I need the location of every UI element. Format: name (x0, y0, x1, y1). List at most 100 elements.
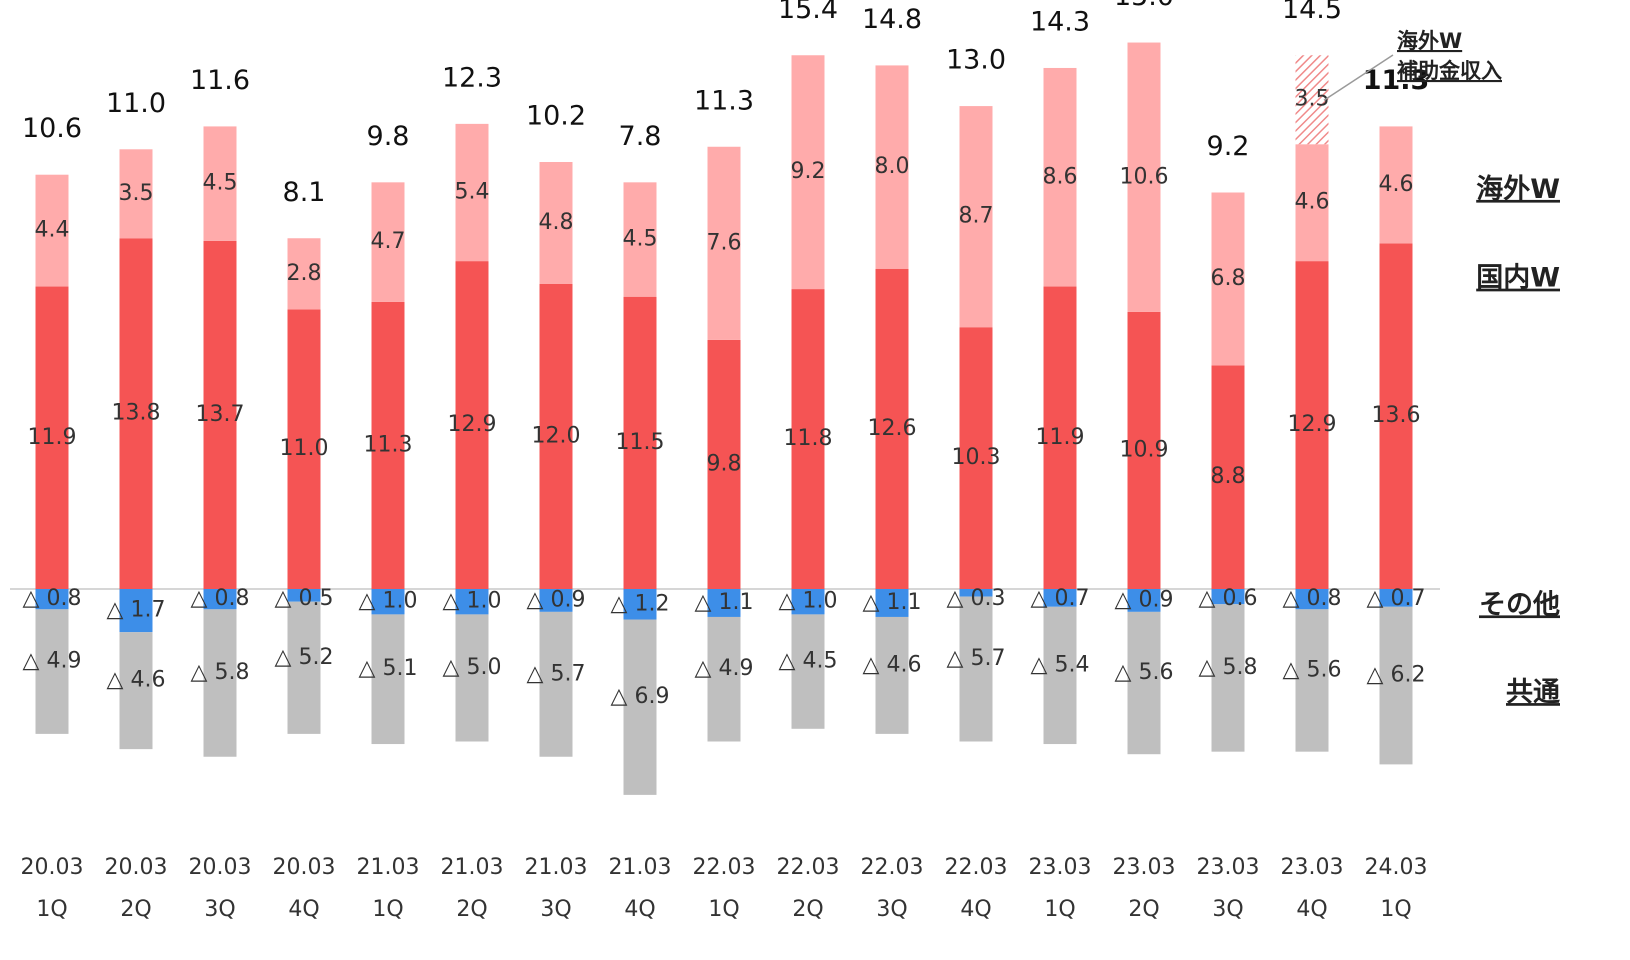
bar-segment (1295, 261, 1329, 589)
bar-segment (1379, 243, 1413, 590)
bar-segment (1127, 311, 1161, 589)
segment-label: △ 0.7 (1367, 586, 1426, 611)
segment-label: 11.9 (28, 425, 77, 450)
bar-segment (1127, 42, 1161, 312)
total-label: 8.1 (283, 177, 326, 208)
segment-label: △ 0.9 (1115, 587, 1174, 612)
total-label: 14.5 (1282, 0, 1342, 25)
total-label: 11.6 (190, 65, 250, 96)
segment-label: △ 4.9 (23, 649, 82, 674)
segment-label: △ 1.2 (611, 591, 670, 616)
segment-label: 4.5 (623, 227, 658, 252)
segment-label: 13.8 (112, 401, 161, 426)
segment-label: 6.8 (1211, 266, 1246, 291)
x-tick-label: 3Q (540, 897, 571, 922)
x-tick-label: 3Q (204, 897, 235, 922)
bar-segment (35, 286, 69, 589)
bar-segment (707, 339, 741, 589)
bar-segment (875, 616, 909, 734)
x-tick-label: 23.03 (1113, 855, 1176, 880)
x-tick-label: 20.03 (273, 855, 336, 880)
bar-segment (1043, 606, 1077, 745)
x-tick-label: 2Q (456, 897, 487, 922)
x-tick-label: 23.03 (1029, 855, 1092, 880)
bar-segment (1379, 126, 1413, 244)
bar-segment (1379, 606, 1413, 765)
segment-label: 7.6 (707, 230, 742, 255)
bar-segment (1379, 589, 1413, 607)
bar-segment (35, 174, 69, 287)
segment-label: △ 0.8 (23, 586, 82, 611)
bar-segment (35, 589, 69, 610)
segment-label: △ 4.5 (779, 649, 838, 674)
x-tick-label: 1Q (1044, 897, 1075, 922)
segment-label: 13.7 (196, 402, 245, 427)
annotation-leader-line (1323, 54, 1394, 101)
x-tick-label: 20.03 (21, 855, 84, 880)
segment-label: 8.7 (959, 204, 994, 229)
bar-segment (203, 589, 237, 610)
segment-label: △ 5.6 (1283, 658, 1342, 683)
segment-label: △ 1.0 (779, 589, 838, 614)
total-label: 14.8 (862, 4, 922, 35)
bar-segment (1295, 55, 1329, 145)
bar-segment (791, 589, 825, 615)
annotation-label: 海外W (1397, 29, 1462, 53)
x-tick-label: 23.03 (1281, 855, 1344, 880)
segment-label: △ 0.8 (1283, 586, 1342, 611)
bar-segment (539, 589, 573, 612)
segment-label: △ 5.8 (191, 660, 250, 685)
segment-label: △ 0.8 (191, 586, 250, 611)
bar-segment (371, 589, 405, 615)
total-label: 11.3 (694, 85, 754, 116)
bar-segment (287, 589, 321, 602)
segment-label: △ 0.9 (527, 587, 586, 612)
segment-label: 9.8 (707, 451, 742, 476)
total-label: 13.0 (946, 45, 1006, 76)
total-label: 11.0 (106, 88, 166, 119)
x-tick-label: 21.03 (525, 855, 588, 880)
segment-label: △ 0.5 (275, 586, 334, 611)
segment-label: △ 1.7 (107, 598, 166, 623)
segment-label: △ 6.9 (611, 684, 670, 709)
segment-label: △ 4.6 (107, 668, 166, 693)
segment-label: 12.6 (868, 416, 917, 441)
segment-label: △ 6.2 (1367, 663, 1426, 688)
segment-label: 4.6 (1295, 190, 1330, 215)
segment-label: 8.0 (875, 154, 910, 179)
bar-segment (1043, 589, 1077, 607)
segment-label: △ 5.4 (1031, 652, 1090, 677)
bar-segment (623, 619, 657, 795)
bar-segment (539, 284, 573, 589)
segment-label: △ 5.6 (1115, 660, 1174, 685)
bar-segment (623, 182, 657, 297)
segment-label: △ 1.0 (443, 589, 502, 614)
bar-segment (791, 614, 825, 729)
bar-segment (119, 149, 153, 239)
total-label: 10.6 (22, 113, 82, 144)
x-tick-label: 4Q (624, 897, 655, 922)
bar-segment (1127, 611, 1161, 755)
x-tick-label: 2Q (120, 897, 151, 922)
x-tick-label: 22.03 (945, 855, 1008, 880)
segment-label: 11.0 (280, 436, 329, 461)
bar-segment (1295, 609, 1329, 752)
segment-label: △ 1.0 (359, 589, 418, 614)
bar-segment (707, 146, 741, 340)
segment-label: △ 5.1 (359, 656, 418, 681)
segment-label: 10.9 (1120, 437, 1169, 462)
x-tick-label: 2Q (792, 897, 823, 922)
bar-segment (455, 614, 489, 742)
x-tick-label: 20.03 (105, 855, 168, 880)
bar-segment (119, 238, 153, 589)
bar-segment (1127, 589, 1161, 612)
bar-segment (455, 261, 489, 589)
labels-layer: 11.9 4.4 10.6 △ 0.8 △ 4.9 20.03 1Q 13.8 3.5 11.0 △… (21, 0, 1430, 922)
bar-segment (539, 611, 573, 757)
segment-label: 4.4 (35, 218, 70, 243)
bar-segment (875, 65, 909, 269)
total-label: 10.2 (526, 101, 586, 132)
total-label: 9.8 (367, 121, 410, 152)
segment-label: △ 0.3 (947, 586, 1006, 611)
segment-label: 8.8 (1211, 464, 1246, 489)
